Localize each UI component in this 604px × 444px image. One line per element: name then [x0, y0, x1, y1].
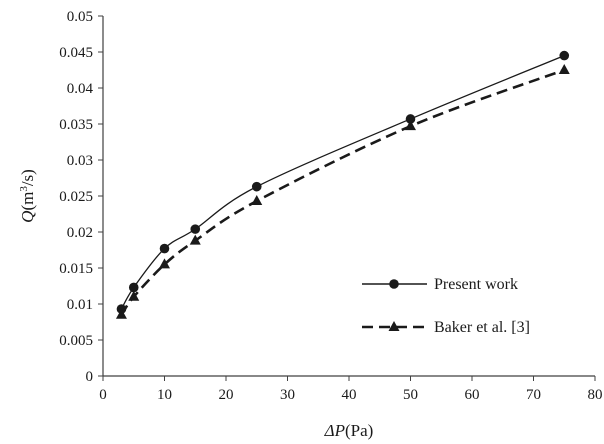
data-point-triangle — [558, 64, 570, 74]
x-axis-title: ΔP(Pa) — [324, 421, 374, 440]
data-point-circle — [190, 224, 201, 234]
legend-marker-triangle-icon — [388, 321, 400, 331]
x-tick-label: 60 — [465, 387, 480, 403]
data-point-triangle — [159, 258, 170, 269]
x-axis-variable: ΔP — [324, 421, 345, 440]
data-point-circle — [159, 243, 170, 254]
x-tick-label: 10 — [157, 387, 172, 403]
series-baker — [115, 64, 570, 319]
y-tick-label: 0.04 — [67, 81, 94, 97]
y-tick-label: 0.045 — [59, 45, 93, 61]
y-tick-label: 0.03 — [67, 153, 93, 169]
tick-labels: 0 10 20 30 40 50 60 70 80 0 0.005 0.01 0.015 0.02 0.02… — [59, 9, 602, 403]
legend: Present work Baker et al. [3] — [362, 276, 530, 336]
y-tick-label: 0.005 — [59, 333, 93, 349]
x-tick-label: 80 — [588, 387, 603, 403]
y-axis-unit-prefix: (m — [18, 192, 37, 211]
y-axis-variable: Q — [18, 211, 37, 223]
data-point-triangle — [115, 308, 127, 319]
x-axis-unit: (Pa) — [345, 421, 373, 440]
data-point-circle — [128, 282, 139, 293]
data-point-triangle — [251, 195, 263, 206]
x-tick-label: 20 — [219, 387, 234, 403]
data-point-circle — [251, 181, 262, 192]
y-axis-unit-superscript: 3 — [18, 186, 30, 192]
legend-marker-circle-icon — [389, 279, 399, 289]
x-tick-label: 40 — [342, 387, 357, 403]
data-point-circle — [559, 50, 570, 61]
y-tick-label: 0 — [86, 369, 94, 385]
legend-label-present-work: Present work — [434, 276, 518, 293]
data-point-circle — [405, 114, 416, 124]
y-tick-label: 0.05 — [67, 9, 93, 25]
data-point-triangle — [128, 290, 140, 301]
y-tick-label: 0.035 — [59, 117, 93, 133]
x-tick-label: 70 — [526, 387, 541, 403]
legend-label-baker: Baker et al. [3] — [434, 319, 530, 336]
y-tick-label: 0.01 — [67, 297, 93, 313]
series-layer — [115, 50, 570, 319]
x-tick-label: 50 — [403, 387, 418, 403]
x-tick-label: 0 — [99, 387, 107, 403]
legend-entry-present-work: Present work — [362, 276, 518, 293]
y-tick-label: 0.02 — [67, 225, 93, 241]
series-present-work — [116, 50, 570, 314]
y-tick-label: 0.015 — [59, 261, 93, 277]
x-tick-label: 30 — [280, 387, 295, 403]
y-tick-label: 0.025 — [59, 189, 93, 205]
data-point-triangle — [405, 120, 416, 131]
y-axis-unit-suffix: /s) — [18, 169, 37, 186]
y-axis-title: Q(m3/s) — [18, 169, 37, 223]
axes — [98, 15, 596, 381]
series-line — [120, 68, 565, 316]
data-point-triangle — [189, 234, 201, 245]
legend-entry-baker: Baker et al. [3] — [362, 319, 530, 336]
